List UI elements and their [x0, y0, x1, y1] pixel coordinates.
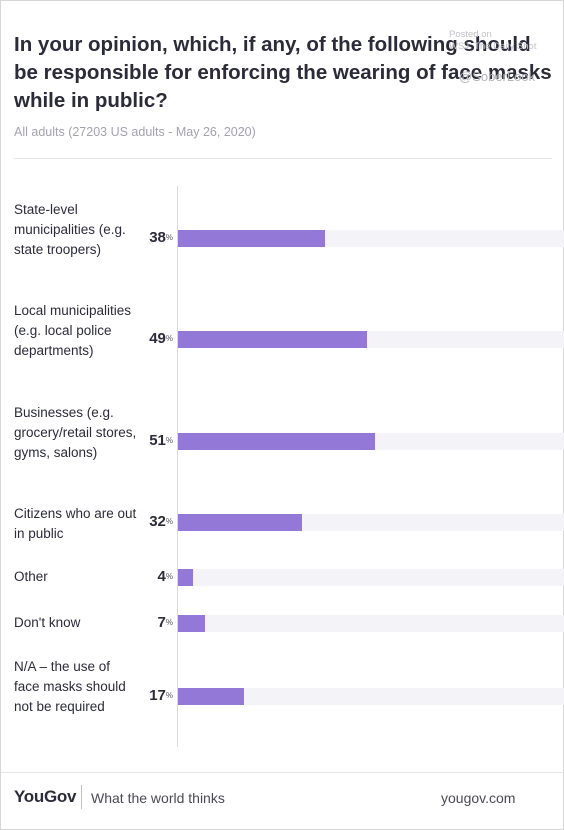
chart-subtitle: All adults (27203 US adults - May 26, 20…	[14, 125, 256, 139]
footer-divider	[1, 772, 564, 773]
data-label: 17%	[149, 687, 173, 704]
watermark: Posted on WSJ: The Daily Shot @SoberLook	[449, 29, 536, 83]
bar-track	[178, 615, 564, 632]
data-label: 4%	[157, 568, 173, 585]
bar-track	[178, 569, 564, 586]
watermark-line-1: Posted on	[449, 29, 492, 40]
category-label: Local municipalities (e.g. local police …	[14, 303, 132, 358]
watermark-line-2: WSJ: The Daily Shot	[449, 41, 537, 52]
category-label: Other	[14, 569, 48, 584]
bar-track	[178, 331, 564, 348]
bar-track	[178, 688, 564, 705]
chart-title: In your opinion, which, if any, of the f…	[14, 33, 552, 112]
category-label: Businesses (e.g. grocery/retail stores, …	[14, 405, 137, 460]
bar	[178, 615, 206, 632]
footer-tagline: What the world thinks	[91, 790, 225, 806]
category-label: Don't know	[14, 615, 81, 630]
category-label: Citizens who are out in public	[14, 506, 137, 541]
bar	[178, 230, 325, 247]
bar-track	[178, 230, 564, 247]
watermark-handle: @SoberLook	[459, 69, 536, 84]
bar	[178, 514, 302, 531]
bar	[178, 688, 244, 705]
category-label: N/A – the use of face masks should not b…	[14, 659, 126, 714]
footer-separator	[81, 785, 82, 809]
category-label: State-level municipalities (e.g. state t…	[14, 202, 126, 257]
data-label: 32%	[149, 513, 173, 530]
data-label: 51%	[149, 432, 173, 449]
data-label: 38%	[149, 229, 173, 246]
chart-axis-line	[177, 186, 178, 747]
data-label: 49%	[149, 330, 173, 347]
bar	[178, 331, 368, 348]
footer-site-link[interactable]: yougov.com	[441, 790, 516, 806]
bar-track	[178, 433, 564, 450]
bar	[178, 569, 194, 586]
yougov-logo: YouGov	[14, 787, 77, 806]
header-divider	[14, 158, 552, 159]
bar	[178, 433, 375, 450]
data-label: 7%	[157, 614, 173, 631]
bar-track	[178, 514, 564, 531]
